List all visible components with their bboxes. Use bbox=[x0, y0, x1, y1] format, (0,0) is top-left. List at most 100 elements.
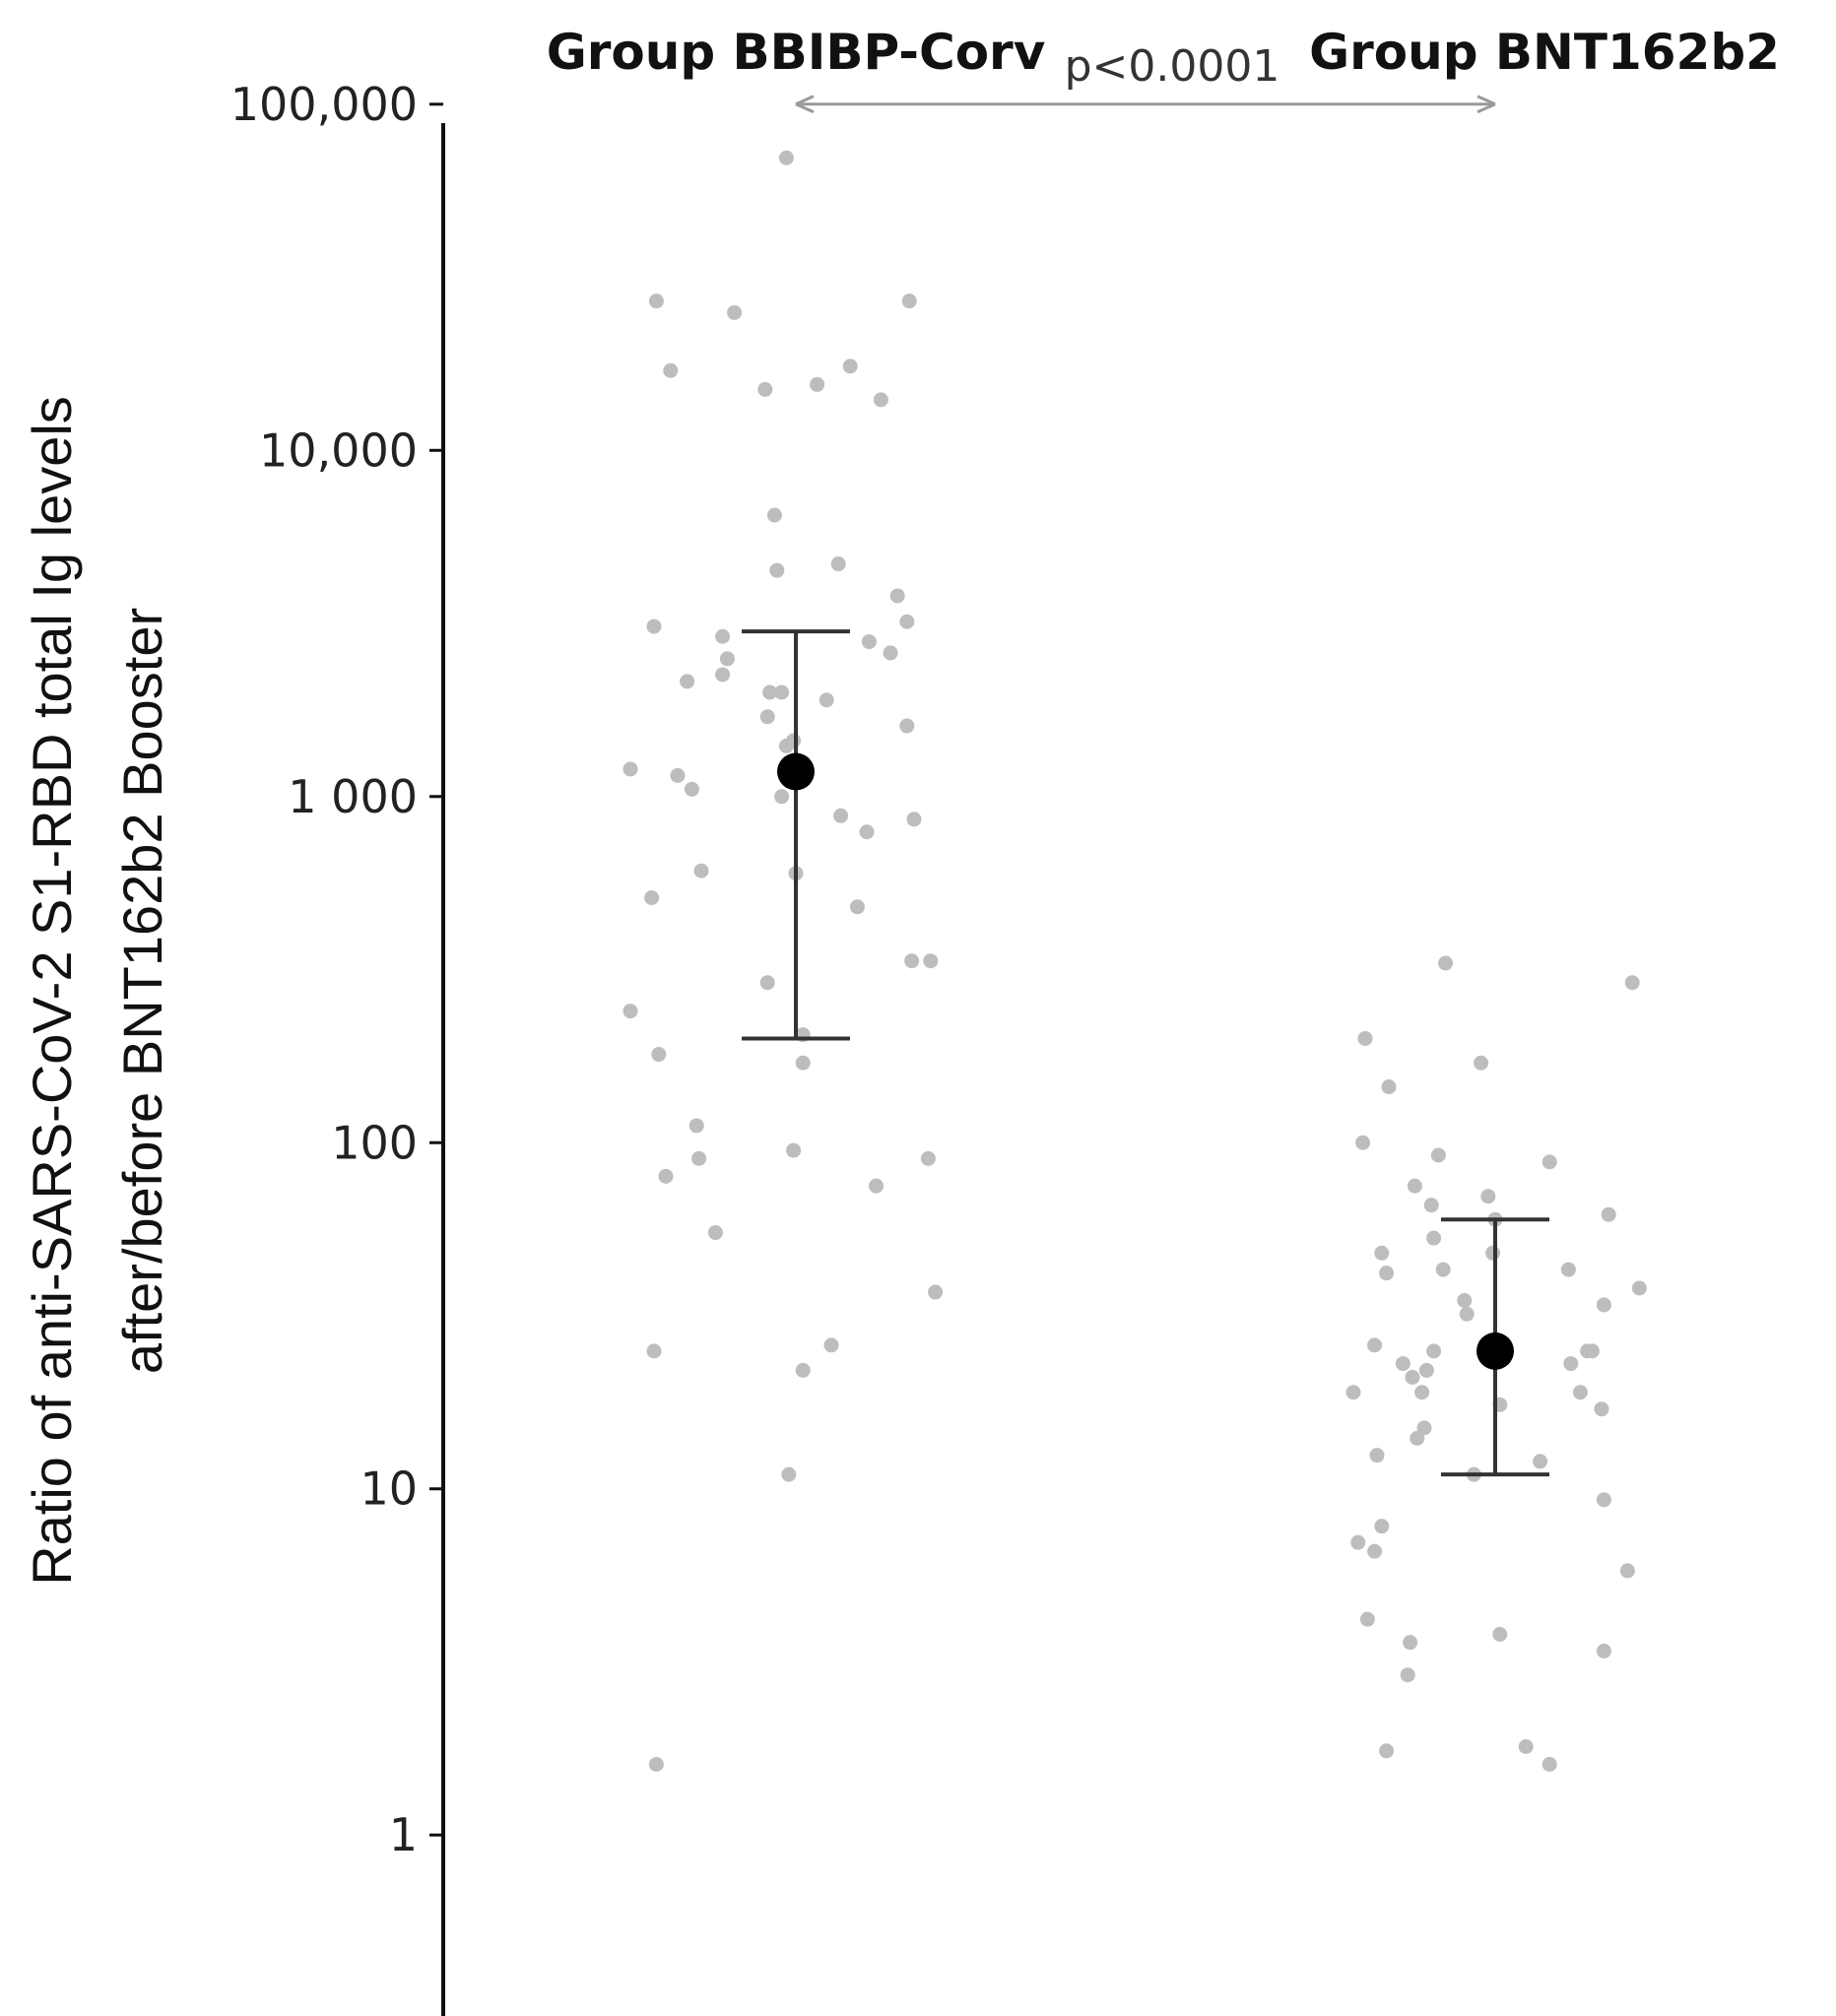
data-point-g0-15 bbox=[715, 628, 731, 644]
data-point-g0-11 bbox=[830, 556, 846, 572]
data-point-g0-39 bbox=[904, 953, 920, 969]
data-point-g1-46 bbox=[1359, 1611, 1375, 1627]
data-point-g1-13 bbox=[1426, 1230, 1442, 1246]
data-point-g1-18 bbox=[1560, 1262, 1576, 1277]
data-points bbox=[623, 150, 1647, 1772]
data-point-g0-29 bbox=[670, 767, 686, 783]
data-point-g1-12 bbox=[1601, 1206, 1616, 1222]
data-point-g1-27 bbox=[1563, 1356, 1579, 1372]
data-point-g0-40 bbox=[923, 953, 939, 969]
data-point-g0-16 bbox=[861, 634, 877, 650]
data-point-g0-25 bbox=[899, 718, 915, 734]
y-tick-label-1: 10 bbox=[360, 1463, 418, 1516]
data-point-g1-0 bbox=[1438, 955, 1454, 971]
data-point-g1-29 bbox=[1418, 1362, 1434, 1378]
data-point-g1-9 bbox=[1480, 1189, 1496, 1204]
data-point-g0-35 bbox=[693, 863, 709, 878]
y-axis-label-line-2: after/before BNT162b2 Booster bbox=[111, 608, 173, 1374]
data-point-g0-45 bbox=[795, 1055, 811, 1071]
data-point-g0-47 bbox=[691, 1150, 707, 1166]
data-point-g1-4 bbox=[1381, 1079, 1397, 1095]
data-point-g1-38 bbox=[1369, 1448, 1385, 1463]
data-point-g0-52 bbox=[707, 1225, 723, 1241]
data-point-g1-22 bbox=[1596, 1297, 1611, 1313]
data-point-g0-46 bbox=[688, 1118, 704, 1134]
data-point-g1-44 bbox=[1367, 1543, 1383, 1559]
data-point-g0-19 bbox=[715, 667, 731, 683]
data-point-g0-32 bbox=[833, 808, 849, 823]
data-point-g1-35 bbox=[1594, 1401, 1609, 1417]
data-point-g1-41 bbox=[1596, 1492, 1611, 1508]
y-tick-label-3: 1 000 bbox=[288, 770, 418, 823]
data-point-g0-23 bbox=[819, 692, 834, 708]
group-label-bnt162b2: Group BNT162b2 bbox=[1309, 24, 1780, 81]
y-tick-label-4: 10,000 bbox=[259, 423, 418, 477]
data-point-g0-48 bbox=[786, 1142, 802, 1158]
data-point-g1-6 bbox=[1430, 1147, 1446, 1163]
data-point-g1-32 bbox=[1345, 1385, 1361, 1400]
data-point-g1-1 bbox=[1624, 975, 1640, 991]
data-point-g1-45 bbox=[1619, 1563, 1635, 1579]
data-point-g0-53 bbox=[928, 1284, 944, 1300]
bracket-arrow-left bbox=[795, 95, 815, 114]
data-point-g1-8 bbox=[1407, 1178, 1422, 1194]
data-point-g0-3 bbox=[901, 293, 917, 309]
data-point-g0-42 bbox=[623, 1004, 638, 1019]
data-point-g1-42 bbox=[1374, 1519, 1390, 1534]
data-point-g0-9 bbox=[766, 507, 782, 523]
data-point-g1-26 bbox=[1584, 1343, 1600, 1359]
y-tick-label-5: 100,000 bbox=[230, 78, 418, 131]
data-point-g1-31 bbox=[1414, 1385, 1430, 1400]
data-point-g0-31 bbox=[774, 789, 790, 805]
data-point-g1-49 bbox=[1596, 1643, 1611, 1658]
data-point-g1-53 bbox=[1541, 1756, 1557, 1772]
data-point-g0-0 bbox=[778, 150, 794, 165]
summary-point-1 bbox=[1476, 1332, 1514, 1370]
data-point-g1-2 bbox=[1357, 1030, 1373, 1046]
data-point-g0-14 bbox=[899, 614, 915, 629]
data-point-g0-28 bbox=[623, 761, 638, 777]
data-point-g1-39 bbox=[1533, 1454, 1548, 1469]
data-point-g1-21 bbox=[1459, 1306, 1475, 1322]
data-point-g1-30 bbox=[1405, 1369, 1420, 1385]
data-point-g1-33 bbox=[1572, 1385, 1588, 1400]
data-point-g1-7 bbox=[1541, 1154, 1557, 1170]
summary-point-0 bbox=[777, 752, 815, 791]
data-point-g0-17 bbox=[883, 645, 898, 661]
data-point-g1-14 bbox=[1374, 1245, 1390, 1261]
data-point-g1-28 bbox=[1395, 1356, 1410, 1372]
data-point-g0-6 bbox=[810, 376, 825, 392]
data-point-g1-48 bbox=[1403, 1635, 1418, 1651]
data-point-g0-4 bbox=[663, 362, 679, 378]
data-point-g1-5 bbox=[1355, 1135, 1371, 1150]
data-point-g0-22 bbox=[774, 684, 790, 700]
y-axis-label-line-1: Ratio of anti-SARS-CoV-2 S1-RBD total Ig… bbox=[21, 396, 83, 1586]
data-point-g0-18 bbox=[719, 651, 735, 667]
data-point-g0-57 bbox=[781, 1466, 797, 1482]
data-point-g0-44 bbox=[651, 1047, 667, 1063]
significance-bracket bbox=[795, 95, 1496, 114]
data-point-g1-37 bbox=[1410, 1430, 1425, 1446]
data-point-g1-10 bbox=[1423, 1198, 1439, 1213]
data-point-g0-24 bbox=[759, 709, 775, 725]
data-point-g0-1 bbox=[648, 293, 664, 309]
data-point-g1-47 bbox=[1492, 1626, 1508, 1642]
data-point-g0-37 bbox=[644, 890, 660, 906]
y-axis-ticks: 1 10 100 1 000 10,000 100,000 bbox=[230, 78, 443, 1861]
data-point-g1-3 bbox=[1474, 1055, 1489, 1071]
data-point-g0-55 bbox=[646, 1343, 662, 1359]
data-point-g0-2 bbox=[727, 304, 743, 320]
data-point-g0-50 bbox=[658, 1168, 674, 1184]
data-point-g1-15 bbox=[1485, 1245, 1501, 1261]
bracket-arrow-right bbox=[1476, 95, 1496, 114]
summary-markers bbox=[742, 629, 1549, 1477]
y-axis-label: Ratio of anti-SARS-CoV-2 S1-RBD total Ig… bbox=[21, 396, 173, 1586]
data-point-g1-19 bbox=[1631, 1280, 1647, 1296]
y-tick-label-0: 1 bbox=[389, 1808, 418, 1861]
data-point-g0-51 bbox=[869, 1178, 885, 1194]
data-point-g0-56 bbox=[795, 1362, 811, 1378]
data-point-g0-7 bbox=[757, 381, 773, 397]
data-point-g0-12 bbox=[889, 588, 905, 604]
data-point-g1-50 bbox=[1400, 1667, 1415, 1683]
